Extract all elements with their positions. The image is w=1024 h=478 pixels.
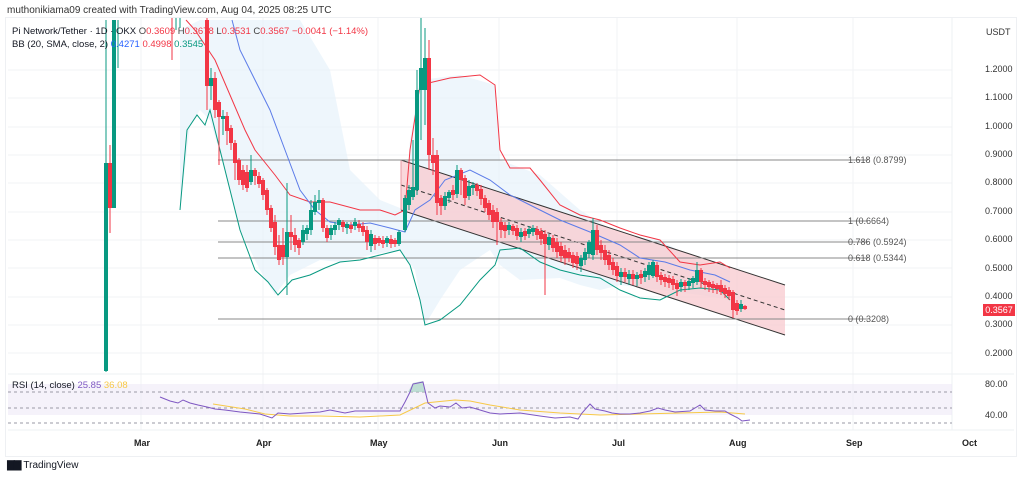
rsi-label: RSI (14, close)	[12, 380, 75, 391]
channel-lower-line[interactable]	[400, 209, 786, 336]
fib-label-1618: 1.618 (0.8799)	[848, 155, 907, 165]
open-value: 0.3609	[146, 26, 176, 37]
price-tick: 0.3000	[985, 319, 1013, 329]
change-value: −0.0041 (−1.14%)	[291, 26, 369, 37]
rsi-overbought-fill	[408, 381, 425, 392]
month-label: May	[370, 438, 388, 448]
rsi-ma-value: 36.08	[103, 380, 128, 391]
month-label: Sep	[846, 438, 863, 448]
grid-lines	[8, 18, 952, 430]
price-tick: 1.1000	[985, 92, 1013, 102]
rsi-tick: 40.00	[985, 410, 1008, 420]
symbol-label: Pi Network/Tether · 1D · OKX	[12, 26, 137, 37]
price-tick: 0.5000	[985, 263, 1013, 273]
month-label: Aug	[729, 438, 747, 448]
rsi-line	[159, 381, 751, 422]
close-value: 0.3567	[260, 26, 290, 37]
price-tick: 0.6000	[985, 234, 1013, 244]
high-value: 0.3678	[184, 26, 214, 37]
bb-basis-line	[231, 19, 731, 283]
month-label: Mar	[134, 438, 151, 448]
month-label: Jul	[612, 438, 626, 448]
currency-label: USDT	[986, 27, 1011, 37]
fib-label-1: 1 (0.6664)	[848, 216, 890, 226]
rsi-ma-line	[212, 399, 746, 418]
open-label: O	[138, 26, 147, 37]
rsi-levels	[8, 391, 952, 424]
bb-lower-value: 0.3545	[174, 39, 204, 50]
price-tick: 0.9000	[985, 149, 1013, 159]
current-price-tag: 0.3567	[983, 304, 1015, 316]
bb-upper-line	[185, 19, 731, 269]
low-value: 0.3531	[221, 26, 251, 37]
chart-credit: muthonikiama09 created with TradingView.…	[7, 5, 332, 16]
bb-upper-value: 0.4998	[142, 39, 172, 50]
price-tick: 1.2000	[985, 64, 1013, 74]
rsi-tick: 80.00	[985, 379, 1008, 389]
bb-label: BB (20, SMA, close, 2)	[12, 39, 109, 50]
fib-label-0618: 0.618 (0.5344)	[848, 253, 907, 263]
price-tick: 0.2000	[985, 348, 1013, 358]
bb-lower-line	[179, 108, 731, 326]
bb-legend[interactable]: BB (20, SMA, close, 2) 0.4271 0.4998 0.3…	[12, 39, 203, 50]
rsi-value: 25.85	[77, 380, 102, 391]
month-label: Jun	[492, 438, 509, 448]
month-label: Oct	[962, 438, 978, 448]
main-legend[interactable]: Pi Network/Tether · 1D · OKX O0.3609 H0.…	[12, 26, 368, 37]
month-label: Apr	[256, 438, 272, 448]
tradingview-logo-icon: ▇▇	[7, 460, 21, 471]
tradingview-logo[interactable]: ▇▇ TradingView	[7, 460, 78, 471]
price-tick: 0.4000	[985, 291, 1013, 301]
price-tick: 0.7000	[985, 206, 1013, 216]
price-tick: 1.0000	[985, 121, 1013, 131]
high-label: H	[177, 26, 185, 37]
low-label: L	[216, 26, 222, 37]
fib-label-0786: 0.786 (0.5924)	[848, 237, 907, 247]
close-label: C	[253, 26, 261, 37]
candles[interactable]	[104, 18, 747, 372]
bb-basis-value: 0.4271	[110, 39, 140, 50]
brand-label: TradingView	[23, 460, 79, 471]
rsi-legend[interactable]: RSI (14, close) 25.85 36.08	[12, 380, 128, 391]
price-tick: 0.8000	[985, 177, 1013, 187]
fib-label-0: 0 (0.3208)	[848, 314, 890, 324]
